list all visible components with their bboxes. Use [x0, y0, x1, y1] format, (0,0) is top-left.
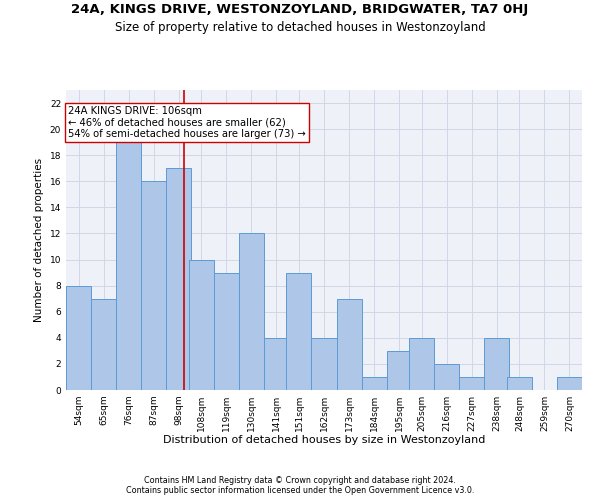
Bar: [264, 338, 289, 390]
Bar: [311, 338, 337, 390]
Bar: [116, 129, 141, 390]
Text: Contains public sector information licensed under the Open Government Licence v3: Contains public sector information licen…: [126, 486, 474, 495]
Bar: [557, 377, 582, 390]
Bar: [386, 351, 412, 390]
Text: Contains HM Land Registry data © Crown copyright and database right 2024.: Contains HM Land Registry data © Crown c…: [144, 476, 456, 485]
Bar: [66, 286, 91, 390]
Bar: [507, 377, 532, 390]
Bar: [214, 272, 239, 390]
Bar: [141, 182, 166, 390]
Text: Size of property relative to detached houses in Westonzoyland: Size of property relative to detached ho…: [115, 21, 485, 34]
Y-axis label: Number of detached properties: Number of detached properties: [34, 158, 44, 322]
Bar: [434, 364, 459, 390]
Bar: [286, 272, 311, 390]
Bar: [337, 298, 362, 390]
Bar: [459, 377, 484, 390]
Bar: [484, 338, 509, 390]
Bar: [362, 377, 386, 390]
Text: 24A KINGS DRIVE: 106sqm
← 46% of detached houses are smaller (62)
54% of semi-de: 24A KINGS DRIVE: 106sqm ← 46% of detache…: [68, 106, 306, 139]
Bar: [166, 168, 191, 390]
Text: 24A, KINGS DRIVE, WESTONZOYLAND, BRIDGWATER, TA7 0HJ: 24A, KINGS DRIVE, WESTONZOYLAND, BRIDGWA…: [71, 2, 529, 16]
Bar: [189, 260, 214, 390]
Bar: [239, 234, 264, 390]
Bar: [91, 298, 116, 390]
Text: Distribution of detached houses by size in Westonzoyland: Distribution of detached houses by size …: [163, 435, 485, 445]
Bar: [409, 338, 434, 390]
